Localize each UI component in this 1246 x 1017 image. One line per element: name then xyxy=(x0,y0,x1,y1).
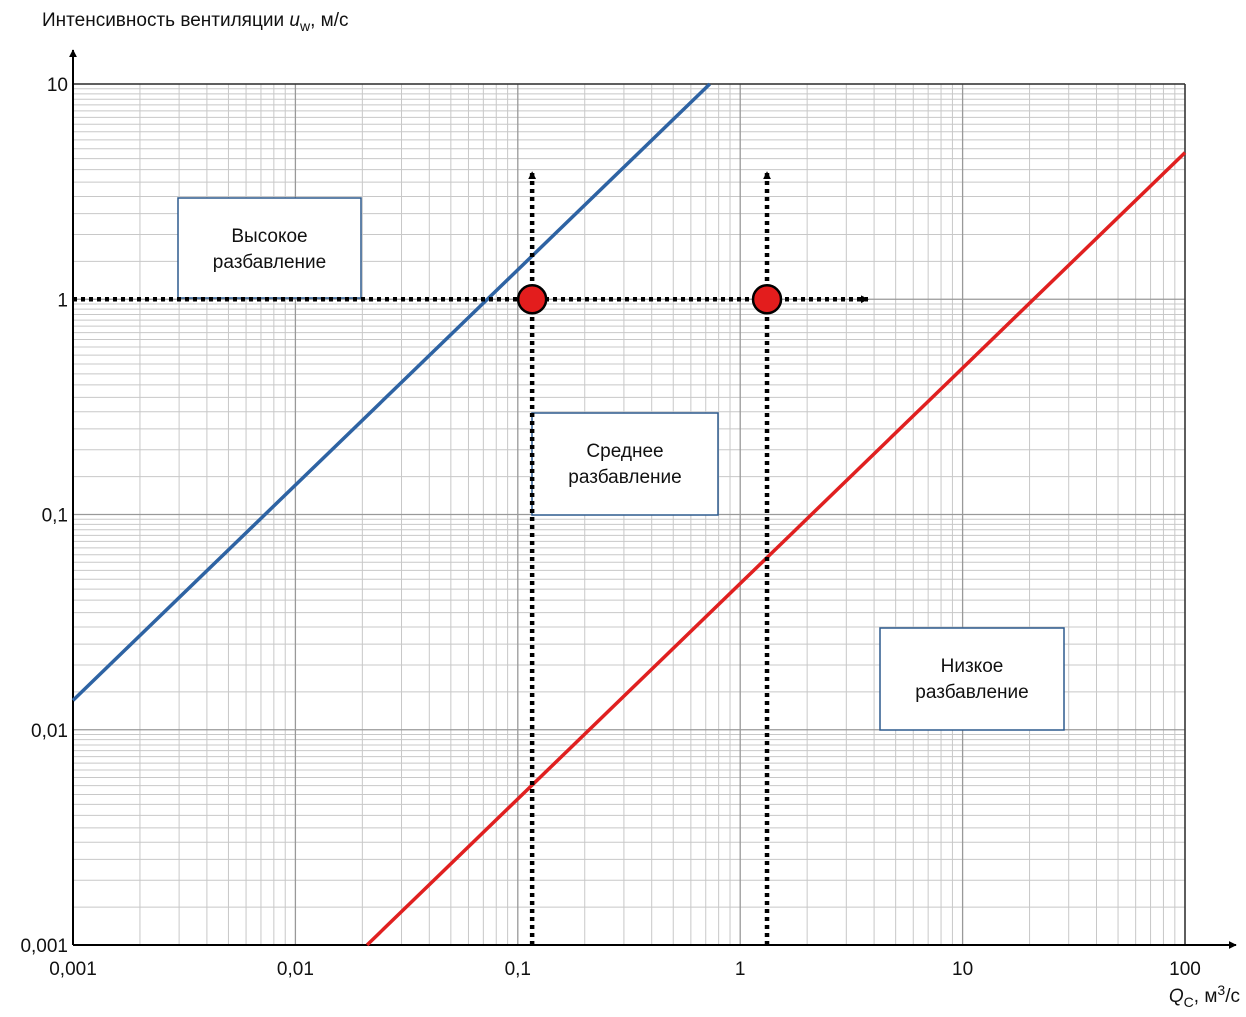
y-tick-label: 0,01 xyxy=(31,721,68,742)
x-tick-label: 0,01 xyxy=(277,959,314,980)
y-tick-label: 1 xyxy=(57,290,68,311)
x-tick-label: 10 xyxy=(952,959,973,980)
y-tick-label: 0,1 xyxy=(42,506,68,527)
data-point xyxy=(751,284,783,315)
series-line xyxy=(365,151,1187,947)
annotation-box xyxy=(531,412,719,516)
x-tick-label: 100 xyxy=(1169,959,1201,980)
annotation-text: разбавление xyxy=(568,467,681,488)
x-axis-title: QC, м3/с xyxy=(1169,982,1240,1010)
y-tick-label: 0,001 xyxy=(20,936,68,957)
x-axis-title-part: , м xyxy=(1194,986,1218,1007)
x-tick-label: 0,1 xyxy=(505,959,531,980)
annotation-text: разбавление xyxy=(915,682,1028,703)
series-line xyxy=(71,82,712,702)
annotation-box xyxy=(177,197,362,299)
y-axis-title-part: w xyxy=(299,18,311,34)
data-point xyxy=(516,284,548,315)
y-axis-title: Интенсивность вентиляции uw, м/с xyxy=(42,10,348,34)
y-axis-title-part: u xyxy=(289,10,300,31)
x-axis-title-part: C xyxy=(1184,994,1194,1010)
annotation-text: Низкое xyxy=(941,656,1004,677)
annotation-text: Высокое xyxy=(231,226,307,247)
x-tick-label: 0,001 xyxy=(49,959,97,980)
x-axis-title-part: /с xyxy=(1225,986,1240,1007)
annotation-box xyxy=(879,627,1065,731)
x-tick-label: 1 xyxy=(735,959,746,980)
annotation-text: разбавление xyxy=(213,252,326,273)
x-axis-title-part: 3 xyxy=(1217,982,1225,998)
x-axis-title-part: Q xyxy=(1169,986,1184,1007)
y-tick-label: 10 xyxy=(47,75,68,96)
y-axis-title-part: Интенсивность вентиляции xyxy=(42,10,289,31)
y-axis-title-part: , м/с xyxy=(310,10,348,31)
annotation-text: Среднее xyxy=(586,441,663,462)
